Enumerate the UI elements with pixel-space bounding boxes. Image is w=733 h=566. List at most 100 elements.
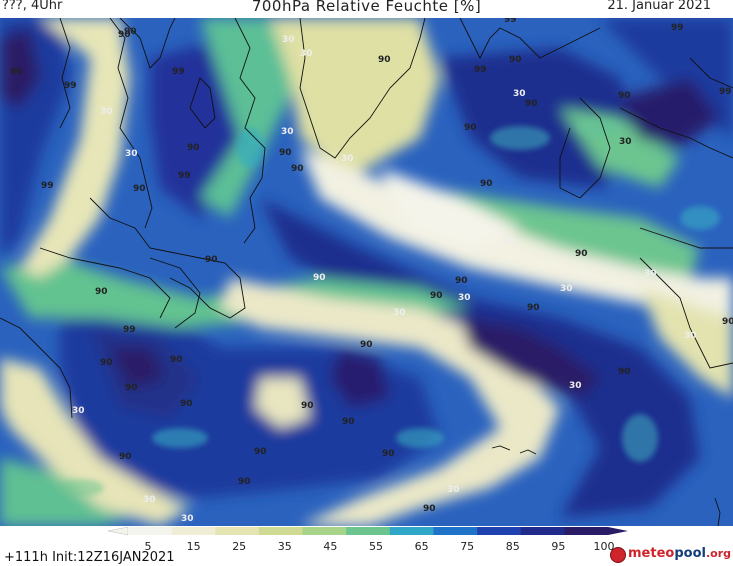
contour-label: 99 — [178, 171, 191, 181]
contour-label: 90 — [187, 143, 200, 153]
contour-label: 30 — [513, 89, 526, 99]
contour-label: 30 — [281, 127, 294, 137]
contour-label: 99 — [64, 81, 77, 91]
contour-label: 90 — [378, 55, 391, 65]
contour-label: 30 — [560, 284, 573, 294]
contour-label: 30 — [502, 237, 515, 247]
contour-label: 90 — [205, 255, 218, 265]
contour-label: 99 — [671, 23, 684, 33]
colorbar-cells — [128, 527, 609, 535]
contour-label: 90 — [133, 184, 146, 194]
contour-label: 99 — [719, 87, 732, 97]
contour-label: 30 — [181, 514, 194, 524]
contour-label: 30 — [619, 137, 632, 147]
contour-label: 90 — [618, 367, 631, 377]
meteopool-logo-icon — [610, 547, 626, 563]
colorbar-tick-label: 100 — [594, 540, 615, 553]
contour-label: 90 — [279, 148, 292, 158]
map-footer: 5 15 25 35 45 55 65 75 85 95 100 +111h Init:12Z16J… — [0, 526, 733, 566]
colorbar-cell — [520, 527, 565, 535]
contour-label: 90 — [125, 383, 138, 393]
colorbar-cell — [128, 527, 173, 535]
contour-label: 90 — [180, 399, 193, 409]
colorbar-tick-label: 15 — [187, 540, 201, 553]
contour-label: 99 — [172, 67, 185, 77]
contour-label: 90 — [313, 273, 326, 283]
colorbar-tick-label: 5 — [145, 540, 152, 553]
contour-label: 90 — [301, 401, 314, 411]
valid-date: 21. Januar 2021 — [607, 0, 711, 13]
brand-text-org: .org — [705, 547, 731, 560]
contour-label: 99 — [41, 181, 54, 191]
contour-label: 30 — [393, 308, 406, 318]
contour-label: 90 — [423, 504, 436, 514]
contour-label: 99 — [123, 325, 136, 335]
colorbar-cell — [389, 527, 434, 535]
contour-label: 30 — [300, 49, 313, 59]
colorbar-tick-label: 55 — [369, 540, 383, 553]
colorbar-tick-label: 45 — [323, 540, 337, 553]
forecast-day-label: ???, 4Uhr — [2, 0, 63, 13]
colorbar-cell — [215, 527, 260, 535]
contour-label: 90 — [525, 99, 538, 109]
colorbar-cell — [302, 527, 347, 535]
contour-label: 30 — [72, 406, 85, 416]
contour-label: 90 — [360, 340, 373, 350]
colorbar-cell — [433, 527, 478, 535]
contour-label: 90 — [254, 447, 267, 457]
colorbar-tick-label: 95 — [551, 540, 565, 553]
contour-label: 30 — [569, 381, 582, 391]
contour-label: 90 — [382, 449, 395, 459]
humidity-map: 90 99 90 30 99 90 30 99 90 90 99 99 30 9… — [0, 18, 733, 526]
contour-label: 90 — [722, 317, 733, 327]
contour-label: 30 — [125, 149, 138, 159]
contour-label: 90 — [342, 417, 355, 427]
contour-label: 90 — [124, 27, 137, 37]
contour-label: 30 — [143, 495, 156, 505]
contour-label: 90 — [118, 30, 131, 40]
colorbar-right-tip — [608, 527, 628, 535]
contour-label: 90 — [291, 164, 304, 174]
contour-label: 90 — [527, 303, 540, 313]
humidity-detail-texture — [56, 119, 720, 497]
colorbar-cell — [564, 527, 609, 535]
colorbar-tick-label: 25 — [232, 540, 246, 553]
contour-label: 99 — [504, 18, 517, 25]
contour-label: 90 — [170, 355, 183, 365]
humidity-field-layers — [0, 18, 733, 526]
colorbar-tick-label: 65 — [415, 540, 429, 553]
colorbar-tick-label: 85 — [506, 540, 520, 553]
colorbar-cell — [258, 527, 304, 535]
contour-label: 30 — [644, 269, 657, 279]
contour-label: 90 — [618, 91, 631, 101]
meteopool-logo[interactable]: meteopool.org — [610, 546, 731, 563]
contour-label: 99 — [474, 65, 487, 75]
contour-label: 90 — [100, 358, 113, 368]
colorbar-legend: 5 15 25 35 45 55 65 75 85 95 100 — [107, 526, 628, 553]
contour-label: 90 — [95, 287, 108, 297]
brand-text-pool: pool — [674, 546, 706, 561]
colorbar-ticks: 5 15 25 35 45 55 65 75 85 95 100 — [145, 540, 615, 553]
contour-label: 90 — [10, 67, 23, 77]
colorbar-cell — [477, 527, 522, 535]
contour-label: 30 — [341, 154, 354, 164]
coastlines — [0, 18, 733, 526]
colorbar-tick-label: 75 — [460, 540, 474, 553]
contour-label: 90 — [464, 123, 477, 133]
contour-label: 30 — [684, 331, 697, 341]
contour-label: 30 — [447, 485, 460, 495]
map-header: ???, 4Uhr 700hPa Relative Feuchte [%] 21… — [0, 0, 733, 18]
contour-label: 90 — [480, 179, 493, 189]
colorbar-left-tip — [107, 526, 129, 536]
colorbar-tick-label: 35 — [278, 540, 292, 553]
contour-label: 90 — [575, 249, 588, 259]
map-title: 700hPa Relative Feuchte [%] — [251, 0, 482, 15]
contour-label: 90 — [430, 291, 443, 301]
contour-label: 90 — [238, 477, 251, 487]
model-run-info: +111h Init:12Z16JAN2021 — [4, 550, 175, 565]
contour-label: 30 — [458, 293, 471, 303]
contour-label: 30 — [282, 35, 295, 45]
colorbar-cell — [171, 527, 216, 535]
contour-labels: 90 99 90 30 99 90 30 99 90 90 99 99 30 9… — [10, 18, 733, 524]
contour-label: 90 — [119, 452, 132, 462]
